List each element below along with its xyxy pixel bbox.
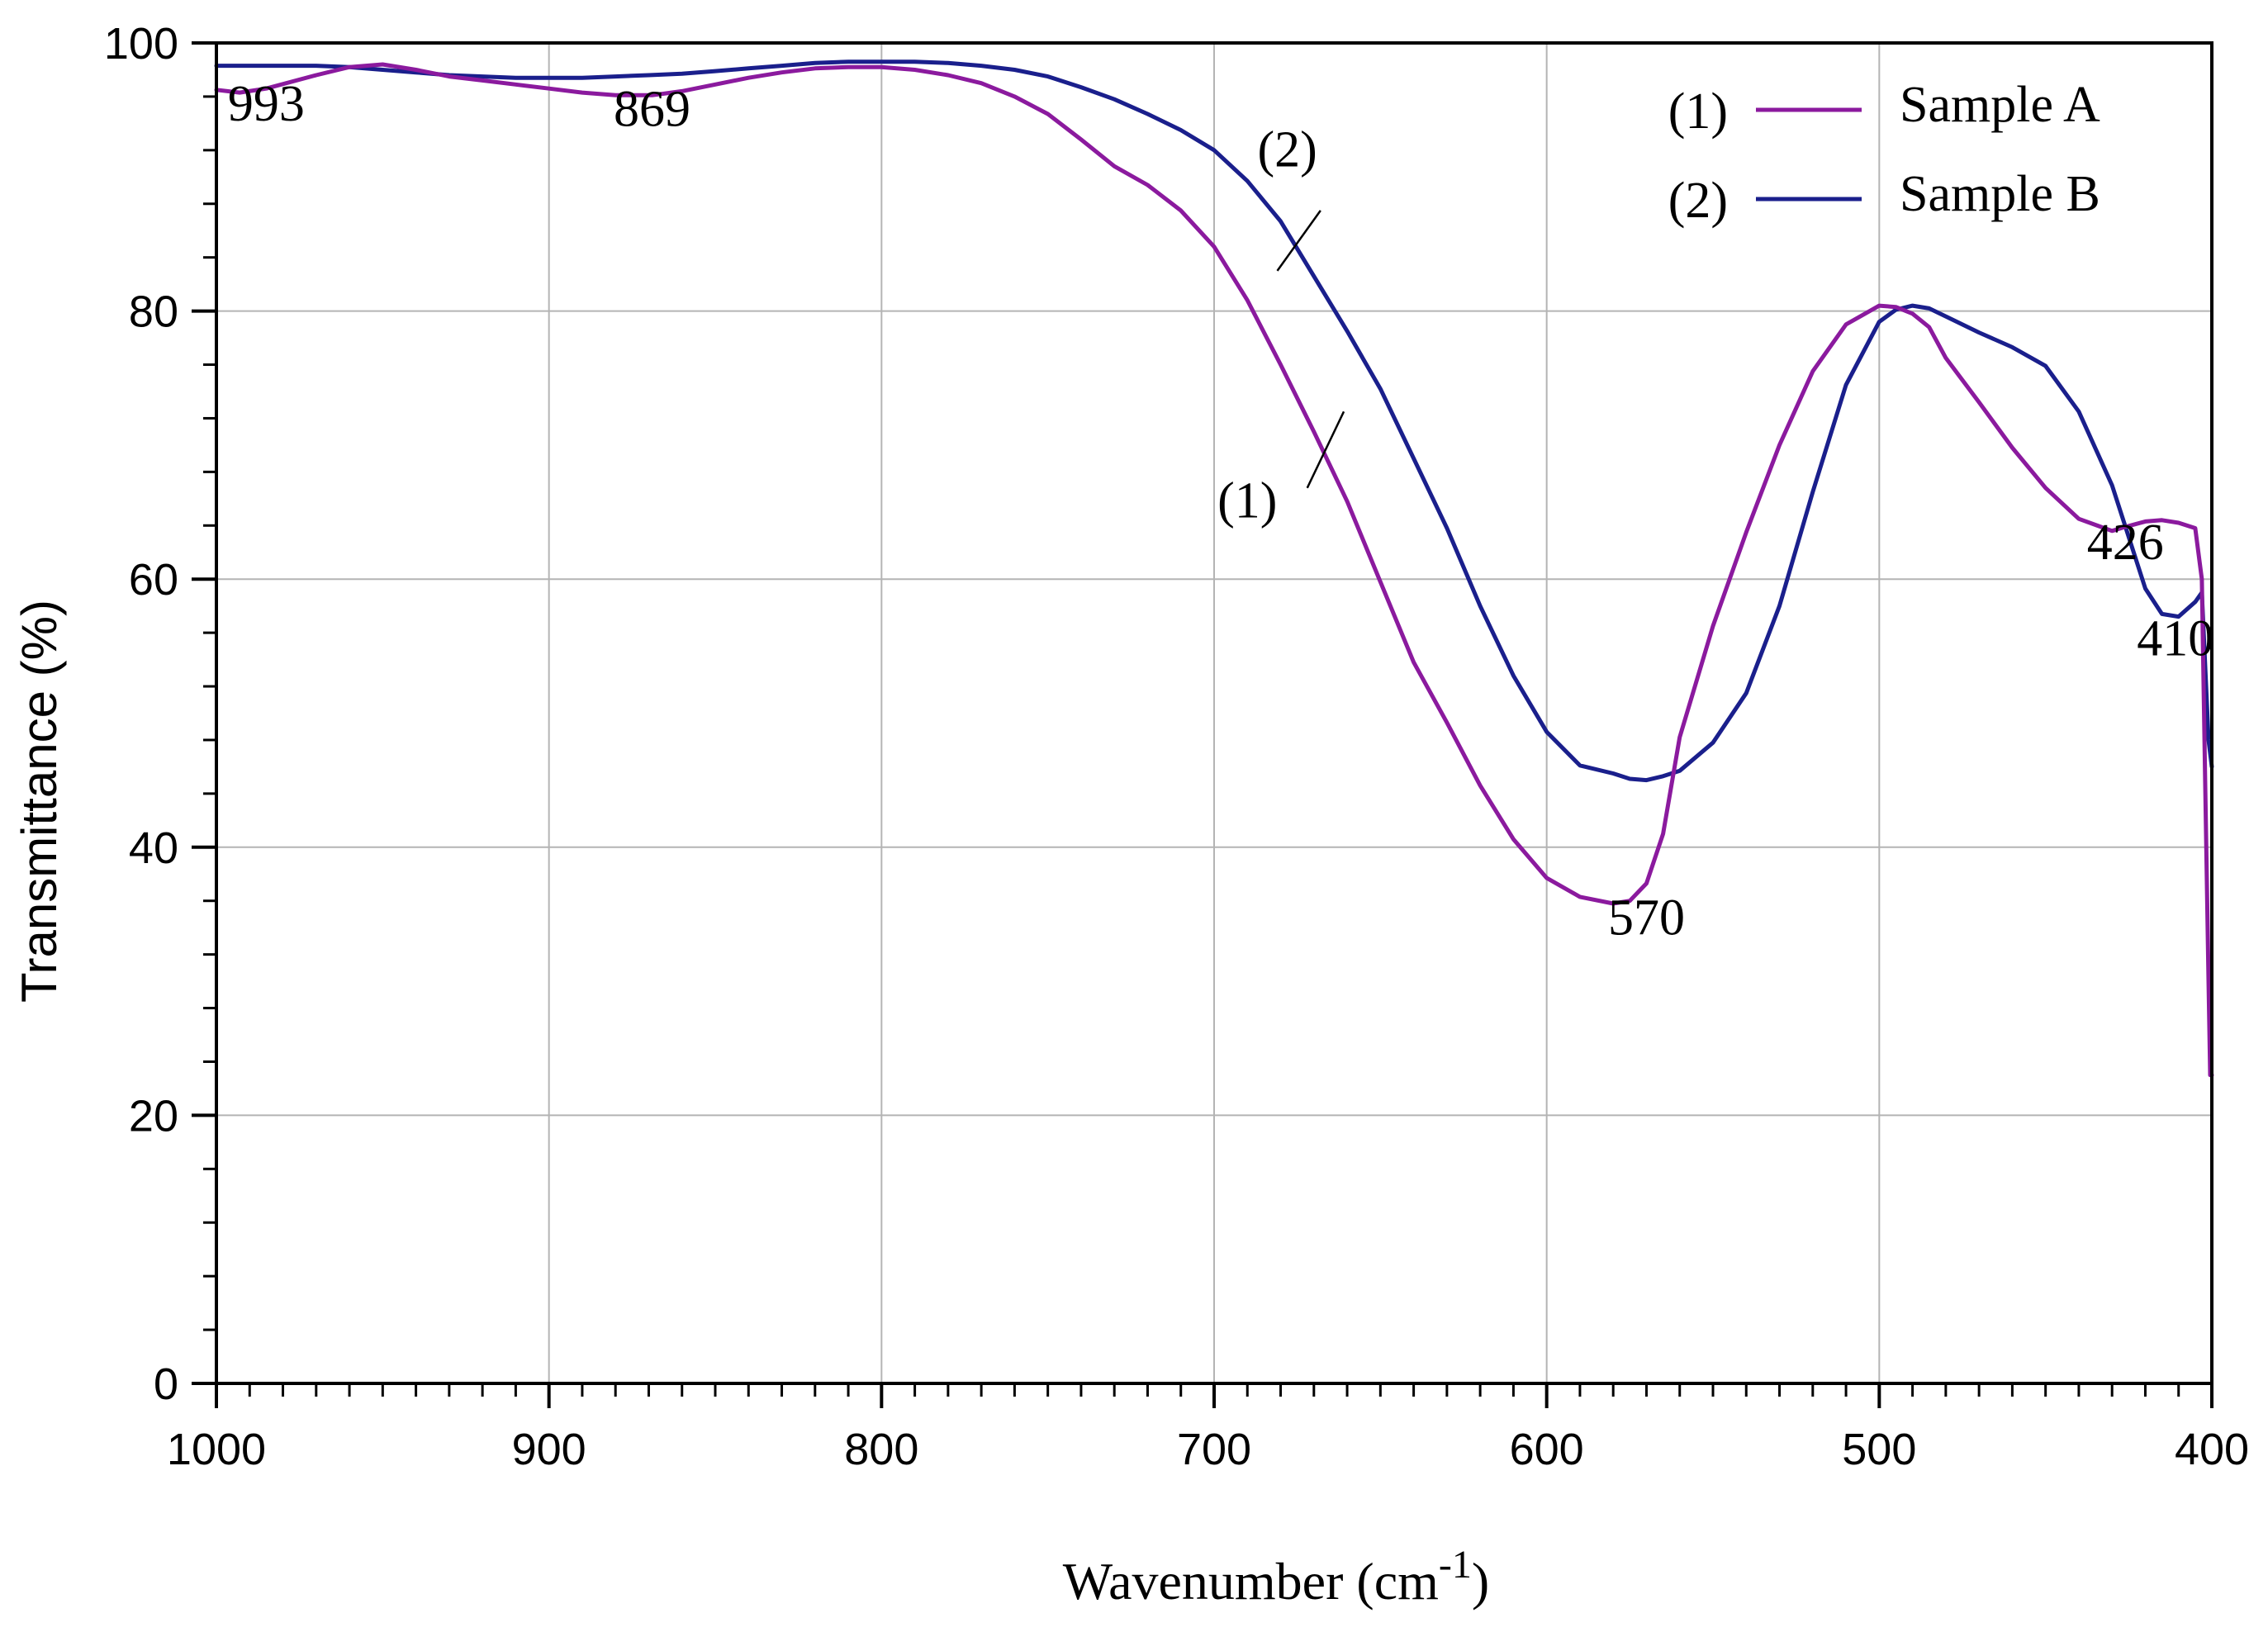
curve-callouts: (2) (1)	[1217, 121, 1345, 529]
x-tick-label: 400	[2175, 1425, 2249, 1474]
legend-series-name: Sample B	[1900, 166, 2100, 222]
x-axis-title: Wavenumber (cm-1)	[1063, 1543, 1489, 1611]
y-tick-label: 0	[154, 1359, 178, 1409]
x-tick-label: 1000	[167, 1425, 266, 1474]
legend-series-name: Sample A	[1900, 77, 2100, 133]
peak-label-410: 410	[2137, 611, 2213, 667]
y-tick-label: 100	[104, 19, 178, 69]
y-tick-label: 60	[129, 555, 178, 605]
y-tick-label: 80	[129, 287, 178, 337]
axis-tick-labels: 1000 900 800 700 600 500 400 0 20 40 60 80 100	[104, 19, 2249, 1474]
peak-annotations: 993 869 570 426 410	[228, 76, 2213, 946]
peak-label-426: 426	[2087, 515, 2164, 571]
x-axis-title-superscript: -1	[1439, 1543, 1472, 1587]
x-tick-label: 700	[1177, 1425, 1251, 1474]
x-axis-title-main: Wavenumber (cm	[1063, 1552, 1439, 1611]
peak-label-869: 869	[614, 82, 690, 138]
series-line-sample-a	[214, 62, 2214, 1078]
y-tick-label: 40	[129, 823, 178, 873]
callout-leader-line	[1276, 210, 1321, 272]
x-tick-label: 800	[844, 1425, 918, 1474]
legend-marker-label: (2)	[1668, 173, 1728, 229]
series-line-sample-b	[214, 59, 2214, 783]
x-tick-label: 900	[512, 1425, 586, 1474]
x-tick-label: 500	[1842, 1425, 1916, 1474]
series-layer	[214, 59, 2214, 1078]
curve-callout-label: (1)	[1217, 473, 1277, 529]
x-tick-label: 600	[1510, 1425, 1584, 1474]
x-axis-title-end: )	[1472, 1552, 1489, 1611]
legend-marker-label: (1)	[1668, 83, 1728, 140]
callout-leader-line	[1306, 410, 1345, 489]
y-axis-title: Transmittance (%)	[12, 600, 67, 1003]
peak-label-993: 993	[228, 76, 305, 132]
legend: (1) Sample A (2) Sample B	[1668, 77, 2100, 229]
curve-callout-label: (2)	[1257, 121, 1317, 178]
peak-label-570: 570	[1608, 890, 1685, 946]
y-tick-label: 20	[129, 1091, 178, 1141]
axis-ticks	[192, 41, 2213, 1408]
